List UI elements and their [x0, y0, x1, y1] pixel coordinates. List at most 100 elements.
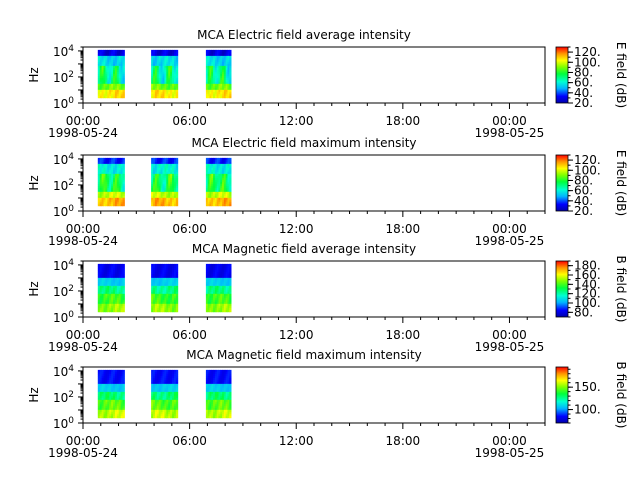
spectrogram-cell	[211, 289, 214, 293]
spectrogram-cell	[209, 277, 212, 281]
spectrogram-cell	[175, 75, 179, 79]
spectrogram-cell	[164, 301, 167, 305]
spectrogram-cell	[209, 391, 212, 395]
spectrogram-cell	[118, 263, 122, 267]
spectrogram-cell	[105, 73, 108, 77]
spectrogram-cell	[101, 265, 104, 269]
spectrogram-cell	[227, 281, 230, 285]
spectrogram-cell	[216, 191, 219, 195]
spectrogram-cell	[222, 299, 225, 303]
spectrogram-cell	[105, 299, 108, 303]
spectrogram-cell	[122, 265, 125, 269]
spectrogram-cell	[168, 393, 171, 397]
spectrogram-cell	[105, 413, 108, 417]
spectrogram-cell	[99, 295, 103, 299]
spectrogram-cell	[156, 89, 160, 93]
spectrogram-cell	[162, 391, 165, 395]
spectrogram-cell	[109, 305, 112, 309]
spectrogram-cell	[164, 51, 167, 55]
spectrogram-cell	[114, 307, 118, 311]
spectrogram-cell	[109, 59, 112, 63]
spectrogram-cell	[216, 401, 219, 405]
spectrogram-cell	[156, 375, 160, 379]
spectrogram-cell	[109, 67, 112, 71]
spectrogram-cell	[164, 401, 167, 405]
spectrogram-cell	[220, 75, 223, 79]
spectrogram-cell	[113, 305, 116, 309]
spectrogram-cell	[166, 301, 169, 305]
spectrogram-cell	[220, 93, 223, 97]
spectrogram-cell	[153, 49, 156, 53]
spectrogram-cell	[151, 281, 154, 285]
spectrogram-cell	[105, 51, 108, 55]
spectrogram-cell	[122, 163, 125, 167]
spectrogram-cell	[122, 409, 125, 413]
spectrogram-cell	[120, 61, 123, 65]
spectrogram-cell	[162, 381, 165, 385]
spectrogram-cell	[225, 199, 228, 203]
spectrogram-cell	[209, 87, 212, 91]
spectrogram-cell	[97, 165, 101, 169]
spectrogram-cell	[101, 191, 104, 195]
spectrogram-cell	[205, 77, 209, 81]
spectrogram-cell	[218, 51, 221, 55]
x-tick-label: 12:00	[279, 434, 314, 448]
spectrogram-cell	[168, 289, 171, 293]
spectrogram-cell	[213, 263, 216, 267]
spectrogram-cell	[118, 373, 122, 377]
spectrogram-cell	[120, 181, 123, 185]
spectrogram-cell	[109, 71, 112, 75]
spectrogram-cell	[107, 71, 110, 75]
spectrogram-cell	[168, 203, 171, 207]
spectrogram-cell	[214, 65, 218, 69]
spectrogram-cell	[223, 267, 227, 271]
spectrogram-cell	[154, 369, 158, 373]
spectrogram-cell	[209, 199, 212, 203]
spectrogram-cell	[120, 83, 123, 87]
spectrogram-cell	[218, 375, 221, 379]
spectrogram-cell	[213, 369, 216, 373]
spectrogram-cell	[109, 407, 112, 411]
spectrogram-cell	[168, 87, 171, 91]
spectrogram-cell	[211, 57, 214, 61]
spectrogram-cell	[99, 201, 103, 205]
spectrogram-cell	[216, 53, 219, 57]
spectrogram-cell	[207, 403, 210, 407]
spectrogram-cell	[153, 393, 156, 397]
spectrogram-cell	[205, 277, 209, 281]
spectrogram-cell	[229, 411, 232, 415]
spectrogram-cell	[211, 397, 214, 401]
spectrogram-cell	[170, 85, 173, 89]
spectrogram-cell	[114, 73, 118, 77]
spectrogram-cell	[227, 71, 230, 75]
spectrogram-cell	[116, 391, 120, 395]
spectrogram-cell	[107, 281, 110, 285]
spectrogram-cell	[103, 65, 106, 69]
spectrogram-cell	[211, 171, 214, 175]
spectrogram-cell	[166, 177, 169, 181]
spectrogram-cell	[118, 297, 122, 301]
spectrogram-cell	[105, 203, 108, 207]
spectrogram-cell	[218, 195, 221, 199]
spectrogram-cell	[151, 303, 154, 307]
spectrogram-cell	[122, 181, 125, 185]
spectrogram-cell	[213, 73, 216, 77]
spectrogram-cell	[103, 393, 106, 397]
spectrogram-cell	[101, 297, 104, 301]
spectrogram-cell	[153, 295, 156, 299]
spectrogram-cell	[156, 199, 160, 203]
spectrogram-cell	[220, 375, 223, 379]
spectrogram-cell	[156, 55, 160, 59]
spectrogram-cell	[153, 283, 156, 287]
spectrogram-cell	[209, 375, 212, 379]
spectrogram-cell	[105, 295, 108, 299]
spectrogram-cell	[218, 411, 221, 415]
spectrogram-cell	[216, 265, 219, 269]
spectrogram-cell	[122, 377, 125, 381]
spectrogram-cell	[160, 409, 163, 413]
spectrogram-cell	[209, 371, 212, 375]
spectrogram-cell	[101, 57, 104, 61]
spectrogram-cell	[109, 167, 112, 171]
spectrogram-cell	[213, 183, 216, 187]
spectrogram-cell	[164, 267, 167, 271]
